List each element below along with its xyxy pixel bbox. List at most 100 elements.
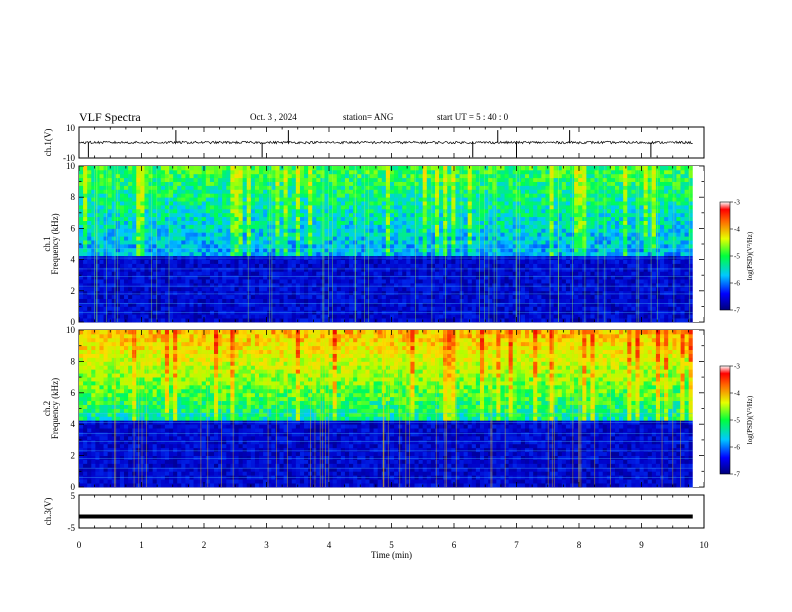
spectrogram-cell — [304, 259, 309, 264]
spectrogram-cell — [488, 232, 493, 237]
spectrogram-cell — [373, 279, 379, 284]
spectrogram-cell — [349, 212, 354, 218]
spectrogram-cell — [185, 318, 190, 323]
spectrogram-cell — [455, 208, 460, 214]
spectrogram-cell — [479, 232, 485, 237]
spectrogram-cell — [312, 212, 317, 218]
spectrogram-cell — [373, 208, 379, 214]
spectrogram-cell — [189, 259, 194, 264]
spectrogram-cell — [259, 259, 264, 264]
spectrogram-cell — [242, 166, 248, 171]
spectrogram-cell — [128, 298, 133, 303]
spectrogram-cell — [553, 251, 559, 257]
spectrogram-cell — [144, 263, 149, 268]
spectrogram-cell — [308, 306, 313, 311]
spectrogram-cell — [209, 185, 215, 190]
spectrogram-cell — [504, 177, 510, 182]
spectrogram-cell — [209, 197, 215, 202]
spectrogram-cell — [181, 314, 186, 319]
spectrogram-cell — [537, 251, 542, 257]
spectrogram-cell — [197, 169, 203, 175]
spectrogram-cell — [512, 298, 518, 303]
spectrogram-cell — [136, 259, 141, 264]
spectrogram-cell — [209, 283, 215, 288]
spectrogram-cell — [185, 283, 190, 288]
spectrogram-cell — [185, 224, 190, 229]
spectrogram-cell — [524, 177, 530, 182]
spectrogram-cell — [578, 294, 583, 299]
spectrogram-cell — [459, 318, 465, 323]
spectrogram-cell — [160, 197, 166, 202]
spectrogram-cell — [455, 259, 460, 264]
spectrogram-cell — [344, 166, 350, 171]
spectrogram-cell — [496, 267, 501, 272]
spectrogram-cell — [406, 263, 411, 268]
spectrogram-cell — [164, 283, 170, 288]
spectrogram-cell — [324, 216, 329, 221]
spectrogram-cell — [410, 298, 415, 303]
spectrogram-cell — [124, 306, 129, 311]
spectrogram-cell — [156, 306, 162, 311]
spectrogram-cell — [565, 220, 571, 225]
spectrogram-cell — [504, 240, 510, 245]
spectrogram-cell — [406, 185, 411, 190]
spectrogram-cell — [308, 169, 313, 175]
spectrogram-cell — [340, 259, 346, 264]
spectrogram-cell — [87, 302, 92, 307]
spectrogram-cell — [79, 177, 84, 182]
spectrogram-cell — [471, 189, 477, 194]
spectrogram-cell — [578, 247, 583, 253]
spectrogram-cell — [250, 193, 256, 198]
spectrogram-cell — [402, 279, 407, 284]
spectrogram-cell — [299, 220, 305, 225]
spectrogram-cell — [263, 201, 268, 206]
spectrogram-cell — [111, 205, 117, 210]
spectrogram-cell — [283, 306, 289, 311]
spectrogram-cell — [455, 197, 460, 202]
spectrogram-cell — [365, 279, 370, 284]
spectrogram-cell — [312, 177, 317, 182]
spectrogram-cell — [439, 279, 444, 284]
spectrogram-cell — [385, 275, 391, 280]
spectrogram-cell — [402, 290, 407, 296]
spectrogram-cell — [369, 216, 374, 221]
spectrogram-cell — [119, 236, 125, 241]
spectrogram-cell — [537, 279, 542, 284]
spectrogram-cell — [79, 189, 84, 194]
spectrogram-cell — [447, 177, 452, 182]
spectrogram-cell — [152, 314, 158, 319]
spectrogram-cell — [488, 314, 493, 319]
spectrogram-cell — [103, 298, 109, 303]
spectrogram-cell — [312, 166, 317, 171]
spectrogram-cell — [451, 271, 456, 276]
spectrogram-cell — [287, 212, 293, 218]
spectrogram-cell — [197, 208, 203, 214]
spectrogram-cell — [87, 275, 92, 280]
spectrogram-cell — [471, 279, 477, 284]
spectrogram-cell — [230, 271, 235, 276]
spectrogram-cell — [500, 306, 505, 311]
spectrogram-cell — [336, 302, 342, 307]
spectrogram-cell — [455, 228, 460, 233]
spectrogram-cell — [275, 220, 280, 225]
spectrogram-cell — [377, 290, 383, 296]
spectrogram-cell — [475, 271, 481, 276]
spectrogram-cell — [230, 294, 235, 299]
spectrogram-cell — [193, 275, 199, 280]
spectrogram-cell — [132, 224, 137, 229]
spectrogram-cell — [246, 205, 252, 210]
spectrogram-cell — [361, 259, 366, 264]
spectrogram-cell — [541, 181, 546, 186]
spectrogram-cell — [259, 189, 264, 194]
spectrogram-cell — [488, 247, 493, 253]
spectrogram-cell — [529, 263, 534, 268]
spectrogram-cell — [459, 212, 465, 218]
spectrogram-cell — [537, 228, 542, 233]
spectrogram-cell — [553, 247, 559, 253]
spectrogram-cell — [439, 232, 444, 237]
spectrogram-cell — [336, 294, 342, 299]
spectrogram-cell — [402, 189, 407, 194]
spectrogram-cell — [344, 318, 350, 323]
spectrogram-cell — [524, 283, 530, 288]
spectrogram-cell — [574, 259, 579, 264]
